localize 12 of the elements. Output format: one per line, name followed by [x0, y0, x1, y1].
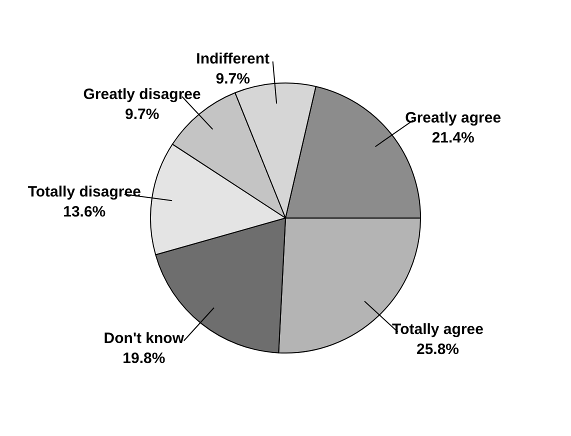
data-label: 9.7% [124, 106, 160, 123]
slice-label: Don't know [104, 330, 184, 347]
slice-label: Indifferent [196, 50, 270, 68]
slice-label: Totally disagree [28, 183, 141, 200]
data-label: 9.7% [216, 70, 250, 88]
data-label: 19.8% [122, 350, 166, 367]
data-label: 25.8% [416, 340, 460, 358]
data-label: 13.6% [63, 203, 106, 220]
slice-label: Greatly disagree [83, 86, 201, 103]
slice-label: Totally agree [392, 320, 484, 338]
data-label: 21.4% [432, 129, 474, 146]
slice-label: Greatly agree [405, 109, 502, 126]
